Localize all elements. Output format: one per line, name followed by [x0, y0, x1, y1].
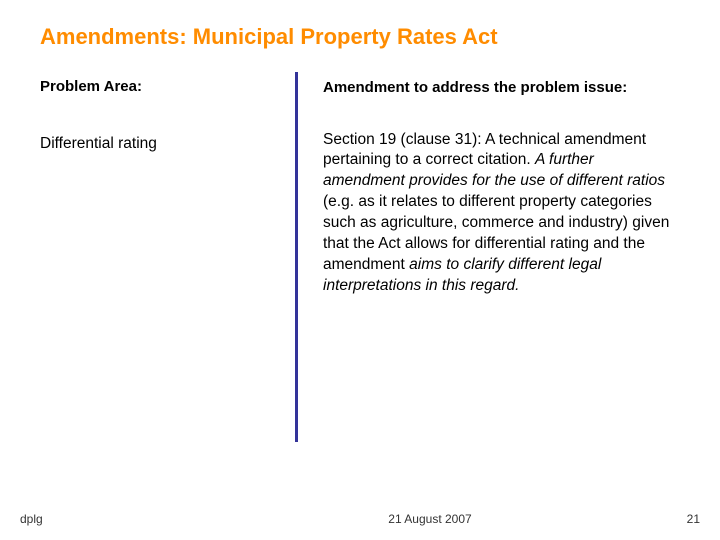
amendment-body: Section 19 (clause 31): A technical amen… [323, 130, 675, 297]
footer-org: dplg [0, 512, 200, 526]
slide-title: Amendments: Municipal Property Rates Act [0, 0, 720, 50]
footer-page-number: 21 [660, 512, 720, 526]
problem-area-header: Problem Area: [40, 78, 275, 95]
left-column: Problem Area: Differential rating [40, 78, 295, 442]
problem-area-body: Differential rating [40, 135, 275, 153]
footer-date: 21 August 2007 [200, 512, 660, 526]
slide-footer: dplg 21 August 2007 21 [0, 512, 720, 526]
content-area: Problem Area: Differential rating Amendm… [0, 78, 720, 442]
right-column: Amendment to address the problem issue: … [298, 78, 680, 442]
amendment-aims: aims [409, 256, 442, 273]
amendment-text-1: Section 19 (clause 31): A technical amen… [323, 131, 646, 169]
amendment-header: Amendment to address the problem issue: [323, 78, 675, 98]
